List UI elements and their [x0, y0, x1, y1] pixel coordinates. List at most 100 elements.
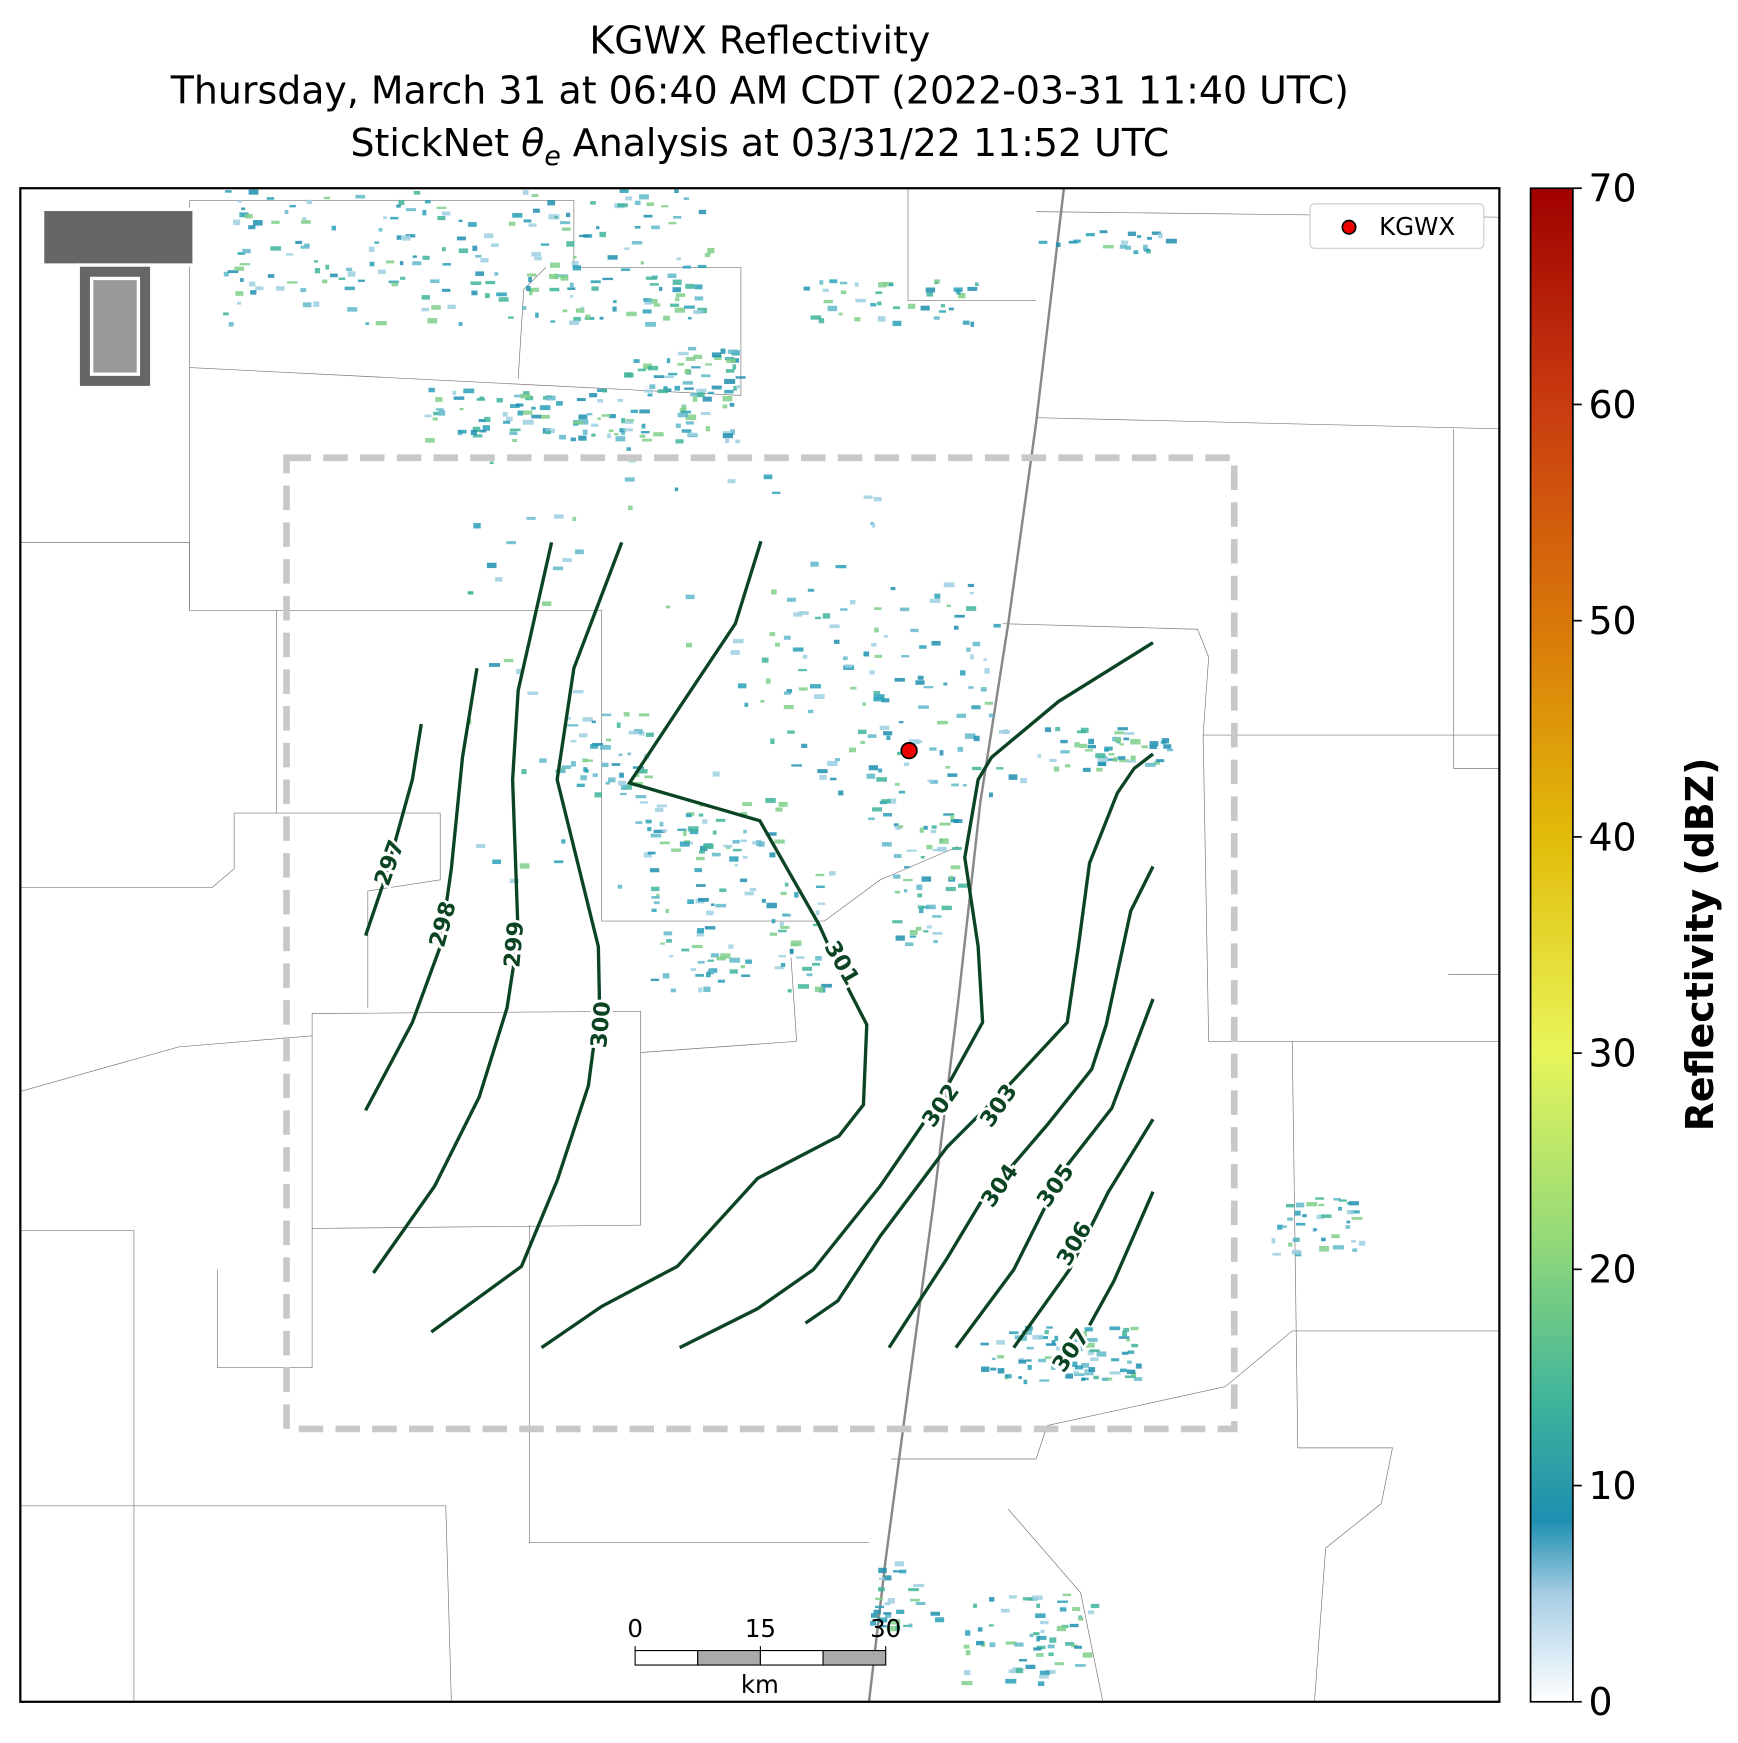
echo: [456, 236, 466, 241]
echo: [550, 320, 556, 323]
echo: [596, 388, 607, 393]
echo: [643, 214, 653, 218]
echo: [1068, 240, 1078, 244]
echo: [962, 784, 967, 787]
echo: [300, 288, 307, 293]
echo: [302, 302, 312, 308]
echo: [509, 431, 518, 436]
echo: [463, 388, 475, 394]
echo: [644, 301, 653, 305]
echo: [886, 1626, 898, 1632]
echo: [228, 322, 234, 327]
echo: [694, 296, 704, 301]
echo: [619, 792, 627, 796]
echo: [939, 750, 944, 756]
echo: [893, 1570, 902, 1573]
echo: [225, 190, 232, 193]
echo: [561, 227, 571, 231]
echo: [233, 219, 240, 226]
echo: [724, 389, 734, 394]
echo: [943, 582, 955, 588]
echo: [849, 599, 856, 605]
echo: [889, 1619, 901, 1625]
echo: [1101, 1377, 1109, 1382]
echo: [1346, 1210, 1354, 1215]
echo: [612, 300, 617, 304]
echo: [943, 813, 955, 816]
echo: [669, 955, 674, 958]
echo: [1081, 1363, 1090, 1368]
echo: [484, 233, 494, 239]
echo: [752, 841, 762, 845]
echo: [368, 246, 375, 252]
echo: [876, 777, 887, 782]
echo: [605, 781, 610, 785]
echo: [1054, 1662, 1064, 1666]
echo: [798, 984, 809, 989]
echo: [682, 381, 693, 385]
echo: [965, 1650, 971, 1656]
echo: [656, 804, 668, 808]
echo: [495, 577, 503, 582]
subtitle: Thursday, March 31 at 06:40 AM CDT (2022…: [170, 69, 1349, 113]
colorbar-tick-label: 70: [1588, 167, 1636, 211]
echo: [597, 399, 604, 403]
echo: [1345, 1225, 1351, 1229]
echo: [540, 414, 550, 419]
echo: [1348, 1201, 1359, 1206]
title-symbol: θ: [521, 121, 544, 165]
echo: [950, 814, 955, 820]
echo: [589, 392, 598, 398]
echo: [447, 304, 456, 310]
echo: [703, 986, 711, 993]
echo: [898, 720, 904, 724]
echo: [687, 899, 694, 905]
echo: [704, 926, 716, 930]
echo: [591, 720, 596, 724]
echo: [694, 868, 703, 873]
echo: [651, 896, 660, 899]
echo: [523, 219, 532, 223]
echo: [863, 651, 870, 657]
echo: [545, 430, 551, 435]
echo: [909, 930, 918, 936]
echo: [484, 416, 491, 423]
echo: [730, 650, 740, 655]
echo: [951, 783, 959, 787]
echo: [645, 276, 657, 280]
echo: [874, 607, 882, 611]
echo: [996, 767, 1004, 770]
echo: [1060, 739, 1068, 744]
echo: [1044, 1330, 1049, 1335]
echo: [635, 794, 647, 799]
echo: [711, 352, 722, 358]
echo: [745, 959, 752, 964]
echo: [1074, 1365, 1084, 1370]
echo: [662, 973, 670, 979]
echo: [675, 297, 680, 302]
echo: [712, 830, 717, 835]
echo: [567, 287, 576, 290]
echo: [344, 286, 355, 291]
echo: [715, 903, 727, 908]
echo: [899, 607, 910, 612]
echo: [585, 314, 591, 320]
echo: [508, 221, 516, 226]
echo: [1097, 762, 1107, 767]
echo: [743, 829, 747, 834]
echo: [860, 740, 866, 745]
echo: [639, 194, 649, 200]
echo: [1292, 1249, 1301, 1254]
echo: [684, 368, 690, 374]
echo: [698, 897, 709, 902]
echo: [600, 744, 611, 750]
echo: [673, 216, 682, 219]
echo: [1074, 1664, 1086, 1667]
echo: [639, 434, 646, 438]
echo: [638, 713, 650, 717]
contour-label: 305: [1032, 1159, 1080, 1212]
echo: [521, 769, 527, 775]
echo: [761, 898, 766, 903]
echo: [970, 321, 975, 327]
echo: [424, 414, 432, 418]
